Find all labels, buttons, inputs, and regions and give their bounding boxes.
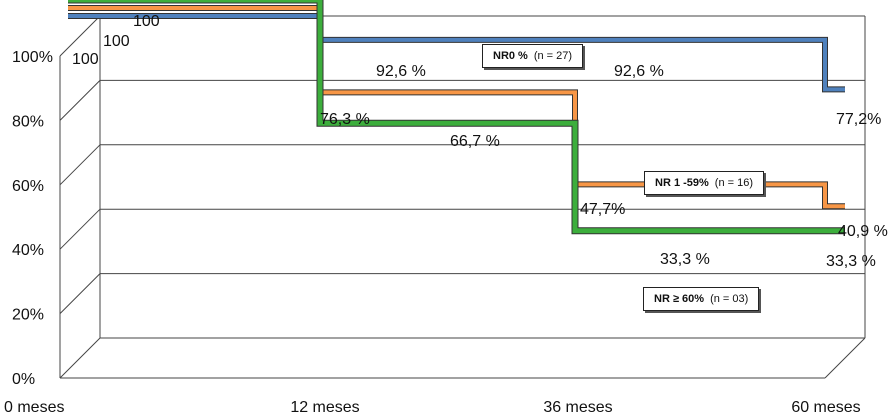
left-wall-diagonal — [59, 15, 101, 57]
data-label-nr1: 47,7% — [580, 201, 625, 218]
y-tick-label: 60% — [12, 178, 44, 195]
series-lines — [68, 0, 845, 235]
y-tick-label: 40% — [12, 242, 44, 259]
left-wall-diagonal — [59, 337, 101, 379]
x-tick-label: 12 meses — [290, 399, 359, 416]
x-tick-label: 60 meses — [791, 399, 860, 416]
y-axis-ticks: 0% 20% 40% 60% 80% 100% — [12, 49, 53, 388]
legend-nr0-name: NR0 % — [493, 50, 528, 62]
legend-nr60: NR ≥ 60% (n = 03) — [643, 287, 760, 311]
series-line-nr0 — [68, 14, 845, 92]
x-tick-label: 36 meses — [543, 399, 612, 416]
series-line-nr60 — [68, 0, 845, 234]
left-wall-diagonal — [59, 80, 101, 121]
y-tick-label: 20% — [12, 307, 44, 324]
series-line-outline-nr0 — [68, 13, 845, 93]
data-label-nr60: 33,3 % — [826, 253, 876, 270]
left-wall-diagonal — [59, 208, 101, 250]
y-tick-label: 100% — [12, 49, 53, 66]
x-tick-label: 0 meses — [4, 399, 64, 416]
data-label-nr60: 100 — [133, 13, 160, 30]
legend-nr1-name: NR 1 -59% — [655, 177, 709, 189]
left-wall-diagonal — [59, 273, 101, 314]
legend-nr60-name: NR ≥ 60% — [654, 293, 705, 305]
data-label-nr60: 66,7 % — [450, 133, 500, 150]
chart-3d-frame — [59, 15, 866, 379]
legend-nr1: NR 1 -59% (n = 16) — [644, 171, 765, 195]
data-label-nr0: 100 — [72, 51, 99, 68]
legend-nr0: NR0 % (n = 27) — [482, 44, 584, 68]
data-label-nr60: 33,3 % — [660, 251, 710, 268]
data-label-nr0: 77,2% — [836, 111, 881, 128]
floor-right-edge — [824, 337, 866, 379]
x-axis-ticks: 0 meses 12 meses 36 meses 60 meses — [4, 399, 861, 416]
data-label-nr1: 100 — [103, 33, 130, 50]
y-tick-label: 0% — [12, 371, 35, 388]
legend-nr1-n: (n = 16) — [714, 177, 754, 189]
data-label-nr0: 92,6 % — [614, 63, 664, 80]
left-wall-diagonal — [59, 144, 101, 186]
y-tick-label: 80% — [12, 113, 44, 130]
data-label-nr0: 92,6 % — [376, 63, 426, 80]
series-line-outline-nr60 — [68, 0, 845, 235]
data-label-nr1: 40,9 % — [838, 223, 888, 240]
data-label-nr1: 76,3 % — [320, 111, 370, 128]
legend-nr0-n: (n = 27) — [533, 50, 573, 62]
legend-nr60-n: (n = 03) — [710, 293, 749, 305]
